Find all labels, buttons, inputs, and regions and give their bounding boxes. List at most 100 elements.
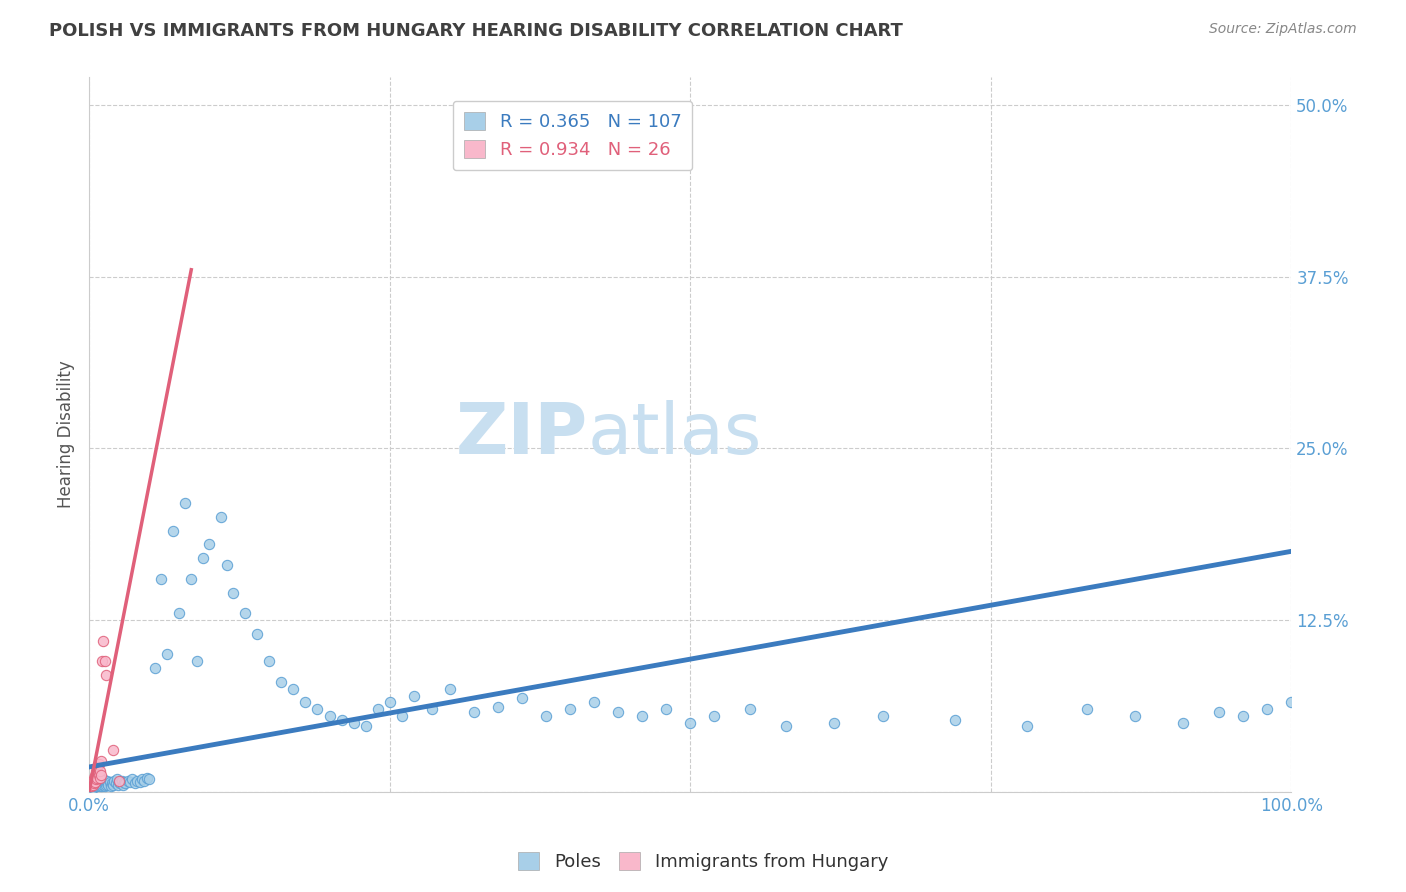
Point — [131, 772, 153, 787]
Point — [91, 775, 114, 789]
Point — [86, 771, 108, 785]
Point — [87, 778, 110, 792]
Point — [79, 778, 101, 792]
Point — [150, 572, 173, 586]
Point — [1123, 709, 1146, 723]
Point — [96, 776, 118, 790]
Point — [607, 705, 630, 719]
Point — [87, 768, 110, 782]
Point — [124, 776, 146, 790]
Point — [93, 779, 115, 793]
Point — [1076, 702, 1098, 716]
Point — [486, 699, 509, 714]
Point — [87, 757, 110, 772]
Point — [86, 760, 108, 774]
Point — [89, 764, 111, 778]
Point — [198, 537, 221, 551]
Point — [96, 773, 118, 788]
Point — [259, 654, 281, 668]
Point — [655, 702, 678, 716]
Point — [112, 775, 135, 789]
Point — [90, 778, 112, 792]
Point — [89, 771, 111, 785]
Point — [558, 702, 581, 716]
Point — [84, 779, 107, 793]
Point — [118, 775, 141, 789]
Point — [1279, 695, 1302, 709]
Point — [93, 778, 115, 792]
Point — [167, 606, 190, 620]
Point — [307, 702, 329, 716]
Y-axis label: Hearing Disability: Hearing Disability — [58, 360, 75, 508]
Point — [90, 755, 112, 769]
Point — [117, 773, 139, 788]
Point — [93, 772, 115, 787]
Point — [143, 661, 166, 675]
Legend: R = 0.365   N = 107, R = 0.934   N = 26: R = 0.365 N = 107, R = 0.934 N = 26 — [453, 101, 692, 170]
Point — [107, 778, 129, 792]
Point — [82, 773, 104, 788]
Point — [872, 709, 894, 723]
Point — [582, 695, 605, 709]
Point — [105, 772, 128, 787]
Point — [127, 773, 149, 788]
Point — [378, 695, 401, 709]
Text: POLISH VS IMMIGRANTS FROM HUNGARY HEARING DISABILITY CORRELATION CHART: POLISH VS IMMIGRANTS FROM HUNGARY HEARIN… — [49, 22, 903, 40]
Point — [156, 648, 179, 662]
Point — [186, 654, 208, 668]
Point — [79, 779, 101, 793]
Point — [101, 743, 124, 757]
Legend: Poles, Immigrants from Hungary: Poles, Immigrants from Hungary — [510, 845, 896, 879]
Point — [84, 776, 107, 790]
Point — [94, 778, 117, 792]
Point — [439, 681, 461, 696]
Point — [342, 716, 364, 731]
Point — [90, 773, 112, 788]
Point — [94, 668, 117, 682]
Point — [162, 524, 184, 538]
Point — [93, 633, 115, 648]
Point — [270, 674, 292, 689]
Point — [510, 691, 533, 706]
Point — [108, 775, 131, 789]
Point — [1171, 716, 1194, 731]
Point — [222, 585, 245, 599]
Point — [84, 778, 107, 792]
Point — [354, 719, 377, 733]
Point — [294, 695, 316, 709]
Point — [1232, 709, 1254, 723]
Point — [89, 776, 111, 790]
Point — [217, 558, 239, 572]
Point — [128, 775, 150, 789]
Point — [80, 779, 103, 793]
Point — [318, 709, 340, 723]
Point — [101, 776, 124, 790]
Point — [193, 551, 215, 566]
Point — [1015, 719, 1038, 733]
Point — [80, 775, 103, 789]
Point — [110, 773, 132, 788]
Point — [121, 772, 143, 787]
Point — [246, 626, 269, 640]
Point — [91, 654, 114, 668]
Point — [134, 773, 156, 788]
Point — [83, 771, 105, 785]
Point — [420, 702, 443, 716]
Point — [82, 778, 104, 792]
Point — [824, 716, 846, 731]
Point — [943, 713, 966, 727]
Point — [110, 776, 132, 790]
Point — [90, 768, 112, 782]
Point — [138, 772, 160, 787]
Point — [89, 779, 111, 793]
Point — [679, 716, 702, 731]
Point — [174, 496, 197, 510]
Point — [103, 773, 125, 788]
Point — [82, 776, 104, 790]
Point — [83, 778, 105, 792]
Point — [1208, 705, 1230, 719]
Point — [82, 780, 104, 795]
Point — [87, 775, 110, 789]
Point — [84, 775, 107, 789]
Point — [83, 773, 105, 788]
